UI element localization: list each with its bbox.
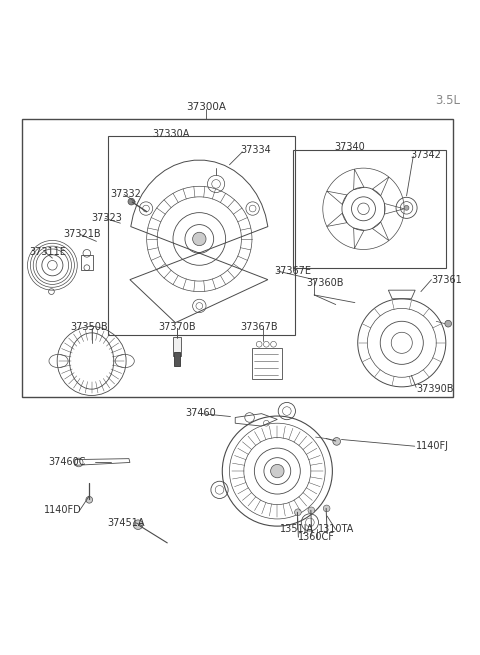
Text: 37361: 37361: [432, 274, 462, 285]
Text: 37332: 37332: [111, 189, 142, 199]
Text: 37340: 37340: [335, 141, 365, 151]
Text: 1360CF: 1360CF: [298, 532, 335, 542]
Text: 37367E: 37367E: [275, 266, 312, 276]
Circle shape: [404, 206, 409, 210]
Bar: [174, 352, 180, 365]
Bar: [81, 255, 93, 270]
Text: 37390B: 37390B: [416, 384, 454, 394]
Text: 37451A: 37451A: [108, 517, 145, 528]
Circle shape: [323, 505, 330, 512]
Text: 37334: 37334: [240, 145, 271, 155]
Text: 1351JA: 1351JA: [280, 523, 314, 534]
Circle shape: [333, 438, 340, 445]
Text: 37460: 37460: [185, 407, 216, 418]
Text: 1310TA: 1310TA: [318, 523, 354, 534]
Circle shape: [308, 507, 315, 514]
Circle shape: [128, 198, 135, 205]
Text: 37360B: 37360B: [306, 278, 344, 288]
Bar: [252, 348, 282, 379]
Text: 37323: 37323: [92, 214, 122, 223]
Circle shape: [271, 464, 284, 477]
Text: 37321B: 37321B: [63, 229, 100, 239]
Text: 37367B: 37367B: [240, 322, 278, 331]
Bar: [173, 337, 180, 356]
Circle shape: [445, 320, 452, 327]
Bar: [22, 119, 453, 397]
Text: 37370B: 37370B: [158, 322, 196, 331]
Circle shape: [86, 496, 93, 503]
Circle shape: [133, 520, 143, 529]
Text: 37300A: 37300A: [187, 102, 227, 113]
Text: 37342: 37342: [410, 150, 441, 160]
Text: 1140FD: 1140FD: [44, 505, 82, 515]
Text: 37311E: 37311E: [29, 247, 66, 257]
Text: 1140FJ: 1140FJ: [416, 441, 449, 451]
Circle shape: [295, 509, 301, 515]
Text: 37350B: 37350B: [71, 322, 108, 331]
Circle shape: [192, 233, 206, 246]
Text: 3.5L: 3.5L: [435, 94, 460, 107]
Bar: [293, 151, 446, 268]
Text: 37460C: 37460C: [48, 457, 86, 466]
Text: 37330A: 37330A: [152, 128, 189, 139]
Bar: [108, 136, 295, 335]
